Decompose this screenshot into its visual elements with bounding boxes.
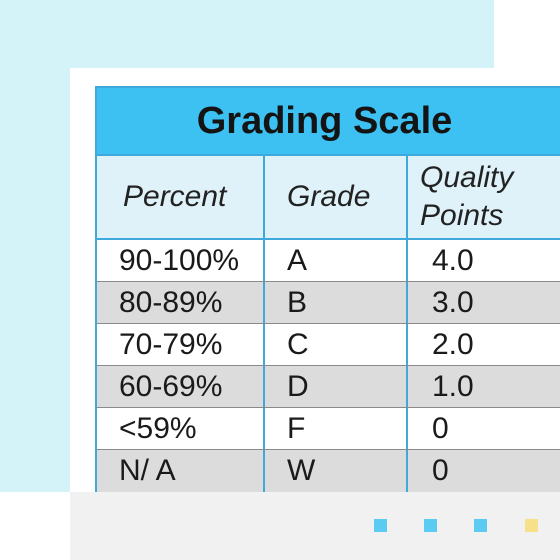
header-percent: Percent — [97, 156, 265, 238]
table-row: 60-69% D 1.0 — [97, 366, 560, 408]
points-cell: 4.0 — [432, 243, 474, 277]
header-grade: Grade — [265, 156, 408, 238]
grade-cell: W — [265, 450, 408, 492]
header-quality-points: Quality Points — [408, 156, 560, 238]
grade-cell: A — [265, 240, 408, 281]
points-cell: 2.0 — [432, 327, 474, 361]
points-cell: 3.0 — [432, 285, 474, 319]
points-cell: 0 — [432, 454, 449, 487]
table-row: 80-89% B 3.0 — [97, 282, 560, 324]
points-cell: 1.0 — [432, 369, 474, 403]
grade-cell: C — [265, 324, 408, 365]
dot-icon — [424, 519, 437, 532]
table-row: N/ A W 0 — [97, 450, 560, 492]
percent-cell: N/ A — [97, 450, 265, 492]
table-row: 70-79% C 2.0 — [97, 324, 560, 366]
percent-cell: 60-69% — [97, 366, 265, 407]
table-row: 90-100% A 4.0 — [97, 240, 560, 282]
percent-cell: 70-79% — [97, 324, 265, 365]
grade-cell: F — [265, 408, 408, 449]
header-quality-line1: Quality — [420, 161, 514, 194]
percent-cell: 80-89% — [97, 282, 265, 323]
grading-scale-table: Grading Scale Percent Grade Quality Poin… — [95, 86, 560, 492]
percent-cell: <59% — [97, 408, 265, 449]
table-row: <59% F 0 — [97, 408, 560, 450]
header-row: Percent Grade Quality Points — [97, 156, 560, 240]
table-title: Grading Scale — [97, 88, 560, 156]
grade-cell: D — [265, 366, 408, 407]
dot-icon — [374, 519, 387, 532]
points-cell: 0 — [432, 411, 449, 445]
dot-icon — [474, 519, 487, 532]
percent-cell: 90-100% — [97, 240, 265, 281]
grade-cell: B — [265, 282, 408, 323]
dot-icon — [525, 519, 538, 532]
header-quality-line2: Points — [420, 199, 504, 232]
